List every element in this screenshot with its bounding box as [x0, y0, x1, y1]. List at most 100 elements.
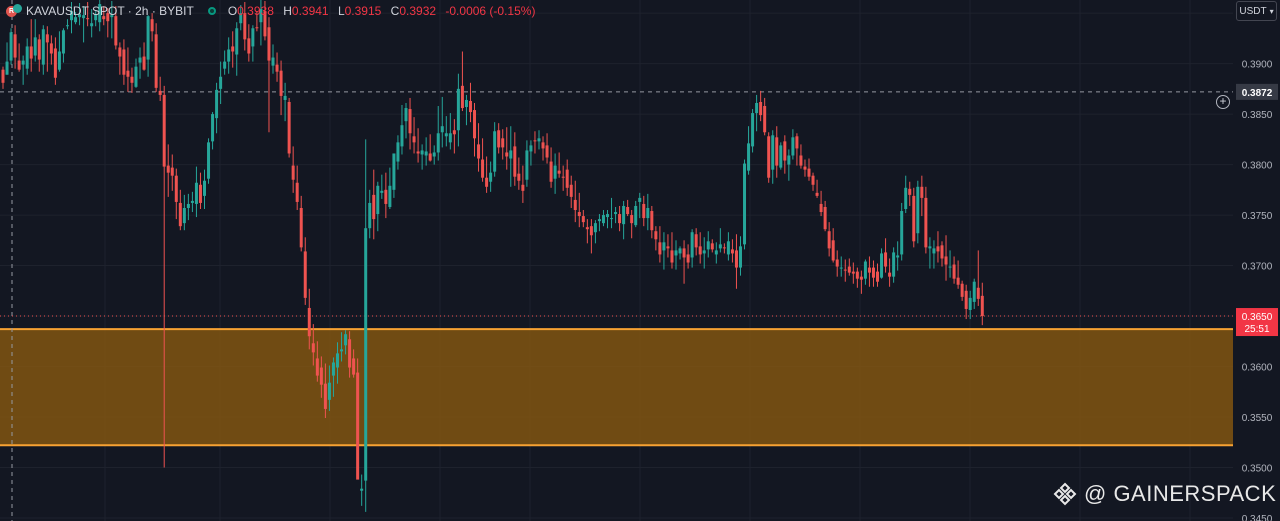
candle-body — [45, 34, 49, 43]
candle — [489, 161, 493, 192]
candle — [581, 210, 585, 228]
candle-body — [436, 133, 440, 153]
exchange-logo-icon: R — [6, 5, 17, 17]
candle — [956, 260, 960, 289]
candle — [235, 22, 239, 76]
candle — [368, 189, 372, 239]
candle-body — [614, 212, 618, 215]
ohlc-open-value: 0.3938 — [237, 4, 274, 18]
candle — [287, 97, 291, 158]
candle-body — [896, 255, 900, 258]
candle-body — [634, 205, 638, 226]
add-alert-plus-icon[interactable]: + — [1216, 95, 1230, 109]
candle-body — [364, 228, 368, 481]
candle-body — [517, 173, 521, 181]
candle-body — [376, 185, 380, 215]
candle — [871, 260, 875, 287]
candle — [904, 175, 908, 214]
candle-body — [142, 56, 146, 70]
candle — [198, 172, 202, 210]
candle — [428, 134, 432, 162]
candle-body — [928, 246, 932, 249]
candle-body — [17, 60, 21, 70]
candle — [553, 153, 557, 194]
candle — [118, 42, 122, 75]
candle-body — [456, 88, 460, 131]
candle — [464, 94, 468, 126]
candle — [807, 158, 811, 181]
candle — [21, 55, 25, 85]
candle — [110, 1, 114, 39]
candle — [344, 330, 348, 355]
candle-body — [585, 227, 589, 230]
candle-body — [730, 249, 734, 254]
market-status-icon[interactable] — [207, 7, 216, 15]
candle — [473, 102, 477, 157]
ohlc-open-key: O — [227, 4, 238, 18]
currency-selector-button[interactable]: USDT ▾ — [1236, 1, 1277, 21]
candle — [726, 232, 730, 261]
candle-body — [851, 271, 855, 274]
candle — [642, 195, 646, 227]
candle-body — [344, 334, 348, 346]
candle — [573, 180, 577, 223]
candle-body — [642, 203, 646, 219]
candle — [376, 181, 380, 232]
candle — [13, 25, 17, 69]
candle — [106, 8, 110, 38]
candle — [952, 256, 956, 284]
candle-body — [380, 190, 384, 193]
candle — [714, 242, 718, 264]
candle — [231, 31, 235, 68]
candle-body — [606, 214, 609, 218]
candle — [493, 122, 497, 177]
candle — [215, 82, 219, 134]
candle-body — [271, 57, 275, 66]
watermark: @ GAINERSPACK — [1052, 481, 1276, 507]
candle-body — [682, 248, 686, 258]
ohlc-low-value: 0.3915 — [344, 4, 382, 18]
candle-body — [90, 23, 94, 27]
candle — [541, 136, 545, 161]
watermark-text: @ GAINERSPACK — [1084, 481, 1277, 506]
candle-body — [424, 151, 428, 156]
candle-body — [468, 100, 472, 113]
candle-body — [779, 145, 783, 168]
candle — [134, 58, 138, 88]
candle — [767, 132, 771, 183]
candle-body — [408, 109, 412, 134]
candle — [964, 284, 968, 320]
candle — [166, 144, 170, 197]
candle-body — [694, 234, 698, 248]
candle-body — [464, 99, 468, 108]
candle-body — [940, 245, 944, 259]
candle-body — [843, 269, 847, 271]
candle-body — [400, 125, 404, 147]
candle-body — [855, 271, 859, 279]
symbol-title[interactable]: KAVAUSDT SPOT · 2h · BYBIT — [26, 4, 194, 18]
candle — [847, 258, 851, 276]
candle — [323, 363, 327, 419]
candle — [924, 186, 928, 254]
candle — [936, 231, 940, 263]
last-price-text: 0.3650 — [1242, 312, 1273, 323]
candle-body — [646, 207, 650, 219]
candle — [485, 156, 489, 193]
candle-body — [678, 248, 682, 254]
candle-body — [791, 137, 795, 156]
candle — [211, 112, 215, 150]
currency-label: USDT — [1239, 5, 1267, 17]
candle — [154, 23, 158, 92]
candle-body — [493, 131, 497, 172]
candle — [884, 238, 888, 273]
candle-body — [319, 367, 323, 385]
candles — [1, 0, 984, 512]
candle — [835, 250, 839, 277]
candle — [122, 39, 126, 85]
candle — [682, 240, 686, 284]
candle — [223, 50, 227, 75]
candle-body — [726, 241, 730, 255]
candle — [37, 34, 41, 72]
candle-body — [944, 256, 948, 265]
